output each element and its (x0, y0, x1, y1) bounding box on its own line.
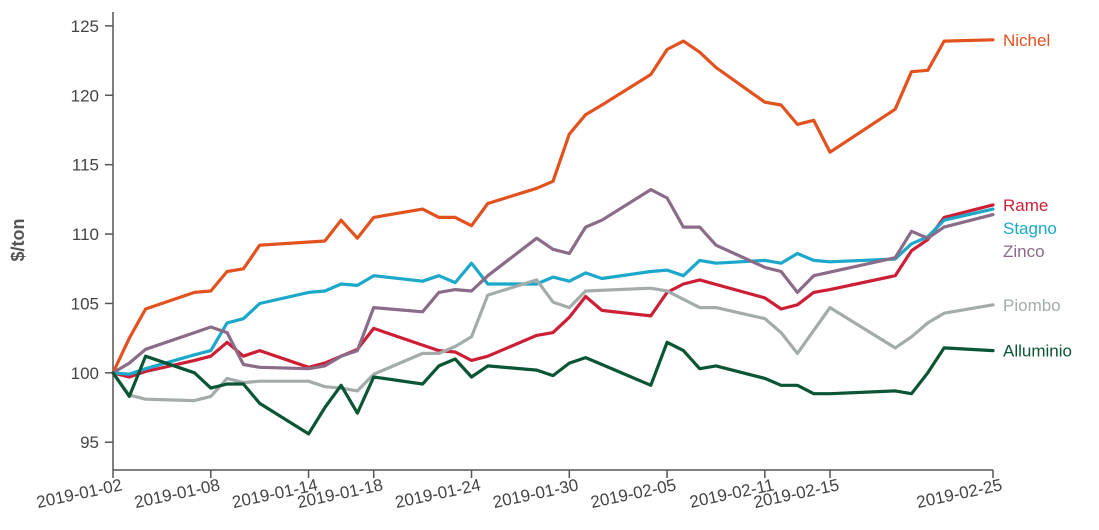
x-ticks: 2019-01-02 2019-01-08 2019-01-142019-01-18… (35, 470, 1004, 512)
y-ticks: 95 100 105 110 115 120 125 (71, 17, 113, 452)
series-line-rame (111, 203, 995, 379)
y-tick-label: 110 (72, 225, 99, 244)
x-axis: 2019-01-02 2019-01-08 2019-01-142019-01-18… (35, 469, 1004, 512)
series-line-alluminio (111, 340, 995, 436)
series-label-rame: Rame (1003, 196, 1048, 215)
y-axis: $/ton 95 100 105 110 115 120 125 (8, 12, 114, 470)
x-tick-label: 2019-01-02 (35, 475, 124, 512)
y-tick-label: 100 (71, 364, 99, 383)
y-tick-label: 105 (71, 294, 99, 313)
x-tick-label: 2019-01-30 (491, 475, 580, 512)
y-tick-label: 120 (71, 86, 99, 105)
series-label-nichel: Nichel (1003, 31, 1050, 50)
y-tick-label: 115 (72, 156, 99, 175)
series-labels: Nichel Rame Stagno Zinco Piombo Alluminio (1003, 31, 1072, 361)
x-tick-label: 2019-02-05 (589, 475, 678, 512)
x-tick-label: 2019-02-25 (915, 475, 1004, 512)
series-label-alluminio: Alluminio (1003, 342, 1072, 361)
y-tick-label: 95 (80, 433, 99, 452)
series-line-zinco (111, 188, 995, 375)
series-lines (111, 38, 995, 436)
series-line-nichel (111, 38, 995, 375)
series-label-piombo: Piombo (1003, 296, 1061, 315)
series-line-stagno (111, 207, 995, 376)
series-label-zinco: Zinco (1003, 242, 1045, 261)
y-axis-title: $/ton (8, 219, 28, 262)
series-line-piombo (111, 278, 995, 403)
y-tick-label: 125 (71, 17, 99, 36)
x-tick-label: 2019-01-08 (133, 475, 222, 512)
x-tick-label: 2019-01-24 (393, 475, 482, 512)
series-label-stagno: Stagno (1003, 219, 1057, 238)
